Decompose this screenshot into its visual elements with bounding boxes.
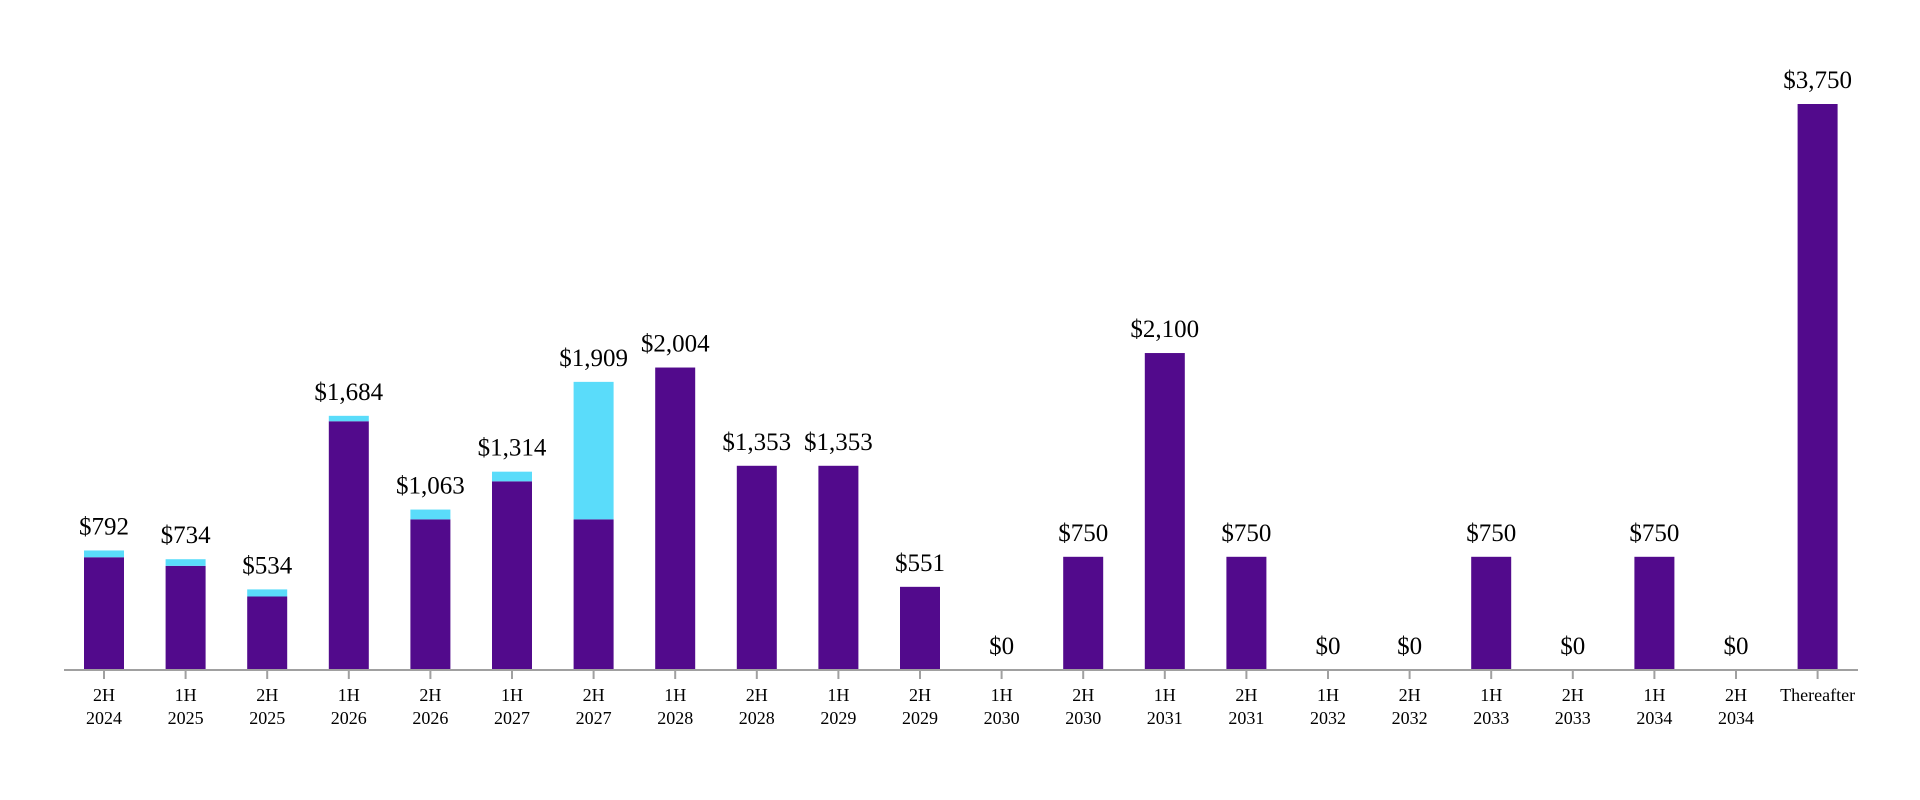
x-tick-label: 1H [827,685,849,705]
bar-segment-primary [573,519,614,670]
x-tick-label: 2031 [1147,708,1183,728]
x-tick-label: 2027 [494,708,530,728]
x-tick-label: 2034 [1718,708,1754,728]
x-tick-label: 1H [1317,685,1339,705]
x-tick-label: 2H [1235,685,1257,705]
x-tick-label: 2027 [576,708,612,728]
bar-segment-primary [1226,556,1267,670]
x-tick-label: 2028 [657,708,693,728]
x-tick-label: 2033 [1473,708,1509,728]
x-tick-label: 2025 [168,708,204,728]
data-label: $0 [1724,633,1749,660]
data-label: $0 [989,633,1014,660]
bar-segment-secondary [84,550,124,558]
x-tick-label: 1H [338,685,360,705]
data-label: $534 [242,552,293,579]
data-label: $2,100 [1130,316,1199,343]
data-label: $1,353 [722,429,791,456]
data-label: $1,063 [396,473,465,500]
x-tick-label: 1H [1154,685,1176,705]
data-label: $1,684 [314,379,383,406]
data-label: $750 [1629,520,1679,547]
x-tick-label: 2H [419,685,441,705]
bar-segment-primary [492,481,532,670]
x-tick-label: 2030 [1065,708,1101,728]
data-label: $2,004 [641,331,710,358]
x-tick-label: 2029 [902,708,938,728]
bar-segment-secondary [247,589,288,597]
x-tick-label: 2026 [331,708,367,728]
x-tick-label: 1H [991,685,1013,705]
data-label: $750 [1466,520,1516,547]
bar-segment-primary [900,586,940,670]
data-label: $750 [1058,520,1108,547]
x-tick-label: 2031 [1228,708,1264,728]
bar-segment-primary [1063,556,1104,670]
data-label: $792 [79,513,129,540]
data-label: $734 [161,522,212,549]
data-label: $0 [1316,633,1341,660]
x-tick-label: 2028 [739,708,775,728]
bar-segment-primary [410,519,451,670]
x-tick-label: Thereafter [1780,685,1855,705]
x-tick-label: 2024 [86,708,122,728]
x-tick-label: 2H [746,685,768,705]
x-tick-label: 2H [583,685,605,705]
x-tick-label: 2H [1562,685,1584,705]
x-tick-label: 1H [664,685,686,705]
x-tick-label: 2H [93,685,115,705]
bar-segment-secondary [573,381,614,520]
data-label: $1,314 [478,435,547,462]
bar-segment-primary [1471,556,1512,670]
x-tick-label: 2H [1725,685,1747,705]
bar-segment-primary [736,465,777,670]
bar-segment-secondary [165,559,206,566]
data-label: $0 [1397,633,1422,660]
x-tick-label: 2H [1399,685,1421,705]
x-tick-label: 2032 [1392,708,1428,728]
bar-segment-primary [818,465,859,670]
bar-segment-primary [84,557,124,670]
x-tick-label: 2025 [249,708,285,728]
bar-segment-primary [655,367,696,670]
x-tick-label: 2033 [1555,708,1591,728]
bar-segment-secondary [492,471,532,482]
x-tick-label: 2026 [412,708,448,728]
x-tick-label: 2H [1072,685,1094,705]
x-tick-label: 2H [256,685,278,705]
bar-segment-primary [1144,353,1185,670]
bar-segment-primary [328,421,369,670]
x-tick-label: 1H [1643,685,1665,705]
x-tick-label: 2030 [984,708,1020,728]
bar-segment-secondary [328,415,369,422]
data-label: $1,909 [559,345,628,372]
data-label: $0 [1560,633,1585,660]
data-label: $1,353 [804,429,873,456]
data-label: $3,750 [1783,67,1852,94]
bar-segment-secondary [410,509,451,520]
bar-segment-primary [247,596,288,670]
bar-segment-primary [1634,556,1675,670]
x-tick-label: 2029 [820,708,856,728]
x-tick-label: 1H [175,685,197,705]
x-tick-label: 2032 [1310,708,1346,728]
bar-segment-primary [165,565,206,670]
x-tick-label: 2H [909,685,931,705]
x-tick-label: 2034 [1636,708,1672,728]
x-tick-label: 1H [501,685,523,705]
x-tick-label: 1H [1480,685,1502,705]
bar-segment-primary [1797,104,1838,670]
data-label: $750 [1221,520,1271,547]
data-label: $551 [895,550,945,577]
